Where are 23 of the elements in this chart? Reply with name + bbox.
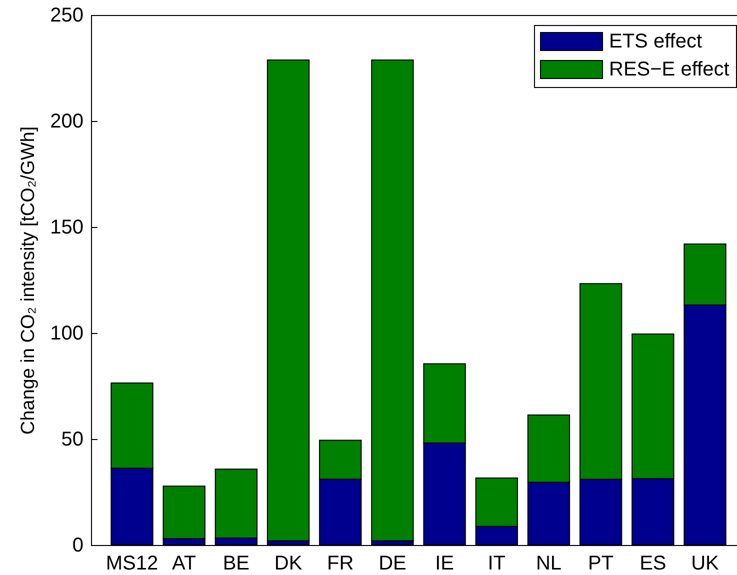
x-tick-label: DK	[274, 552, 303, 574]
y-tick-label: 100	[50, 322, 84, 344]
x-tick-label: NL	[536, 552, 562, 574]
x-tick-label: AT	[172, 552, 196, 574]
x-tick-label: ES	[640, 552, 666, 574]
x-tick-label: MS12	[106, 552, 158, 574]
x-tick-label: IE	[435, 552, 454, 574]
x-tick-label: PT	[588, 552, 614, 574]
legend-label: RES−E effect	[609, 58, 730, 80]
y-tick-label: 200	[50, 110, 84, 132]
bar	[371, 59, 414, 542]
legend-label: ETS effect	[609, 30, 702, 52]
y-axis-title: Change in CO₂ intensity [tCO₂/GWh]	[18, 126, 40, 435]
y-tick-label: 0	[72, 534, 84, 556]
bar	[266, 59, 310, 542]
x-tick-label: DE	[378, 552, 406, 574]
x-tick-label: BE	[222, 552, 250, 574]
y-tick-label: 250	[50, 4, 84, 26]
y-tick-label: 150	[50, 216, 84, 238]
x-tick-label: FR	[327, 552, 354, 574]
y-tick-label: 50	[61, 428, 84, 450]
x-tick-label: IT	[488, 552, 506, 574]
x-tick-label: UK	[691, 552, 720, 574]
